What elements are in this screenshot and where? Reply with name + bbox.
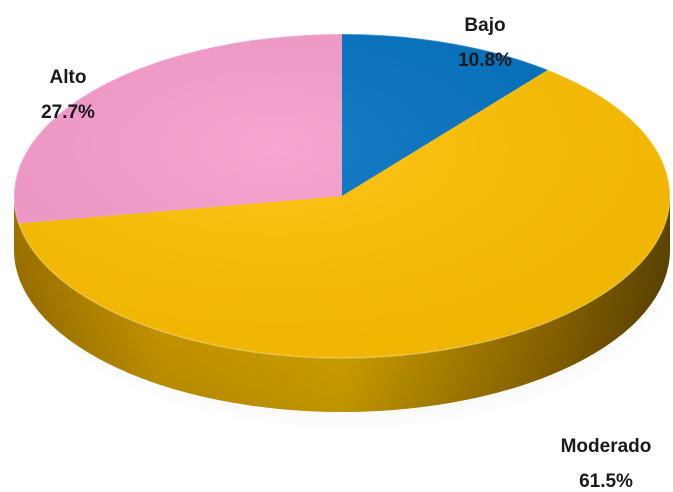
slice-label-bajo: Bajo [464,15,505,36]
slice-value-moderado: 61.5% [579,471,633,492]
pie-top-sheen [14,34,670,358]
slice-label-moderado: Moderado [561,436,652,457]
pie-rim [13,33,671,359]
slice-label-alto: Alto [50,67,87,88]
slice-value-bajo: 10.8% [458,50,512,71]
slice-value-alto: 27.7% [41,102,95,123]
pie-side-shade [14,196,670,412]
